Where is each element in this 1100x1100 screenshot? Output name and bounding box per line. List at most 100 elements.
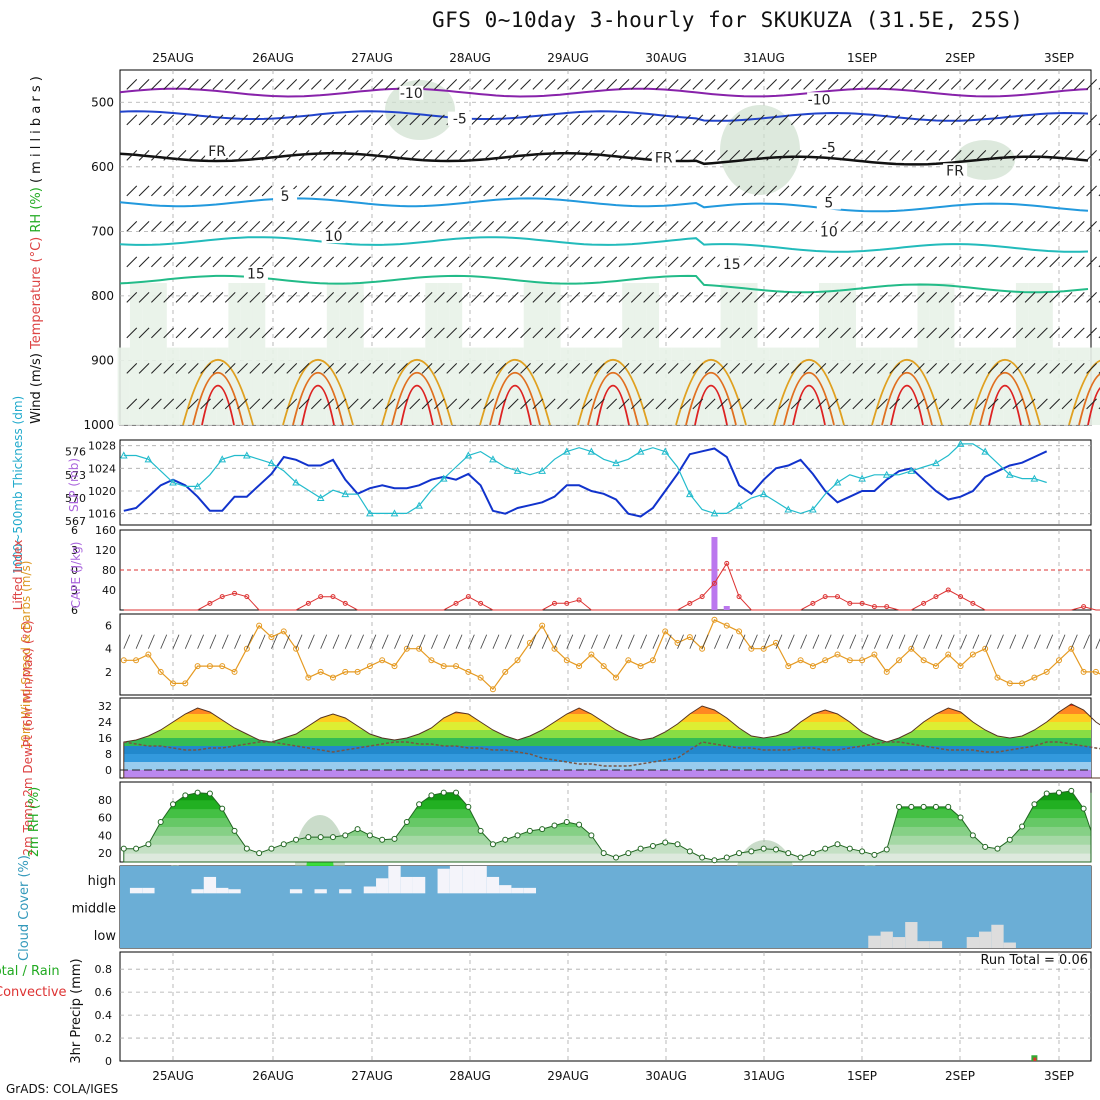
wind-barb (569, 398, 581, 410)
date-label-top-7: 1SEP (847, 51, 877, 65)
rh-marker (477, 827, 484, 834)
ua-warm-contour-9-0 (1068, 359, 1100, 426)
ua-warm-contour-4-0 (577, 359, 649, 426)
wind-barb (434, 221, 445, 232)
cloud-high-bar-20 (511, 887, 524, 894)
temp-band-8 (123, 706, 1091, 714)
wind-barb (200, 79, 211, 90)
wind-barb (667, 363, 679, 374)
wind-barb (1086, 256, 1097, 268)
wind-barb (655, 327, 667, 339)
wind-barb (741, 150, 753, 161)
wind-barb (446, 150, 458, 161)
wind-barb (704, 150, 716, 161)
wind-barb (151, 398, 162, 410)
rh-marker (539, 826, 546, 833)
wind-barb-10m (394, 634, 401, 649)
wind-barb (544, 256, 556, 268)
li-marker (933, 594, 939, 600)
thickness-marker (316, 493, 325, 501)
wind-speed-marker (157, 668, 164, 675)
wind-barb (384, 363, 396, 374)
li-marker (305, 600, 311, 606)
wind-barb (261, 327, 273, 339)
wind-barb (901, 221, 913, 232)
ua-warm-contour-6-1 (783, 372, 835, 426)
rh-marker (526, 827, 533, 834)
li-marker (342, 600, 348, 606)
ua-wind-barbs (126, 79, 1100, 410)
wind-barb (766, 114, 778, 126)
ua-warm-contour-2-0 (381, 359, 453, 426)
wind-barb (1024, 363, 1036, 374)
wind-barb (680, 150, 691, 161)
wind-barb (360, 150, 371, 161)
wind-barb (298, 398, 310, 410)
wind-barb (680, 398, 691, 410)
ua-rh-cell (129, 283, 143, 425)
wind-barb (237, 150, 248, 161)
wind-speed-marker (822, 657, 829, 664)
wind-barb-10m (258, 634, 266, 649)
wind-barb (717, 79, 728, 90)
wind-barb (606, 185, 618, 197)
wind-barb (618, 363, 630, 374)
precip-tick-1: 0.2 (95, 1032, 113, 1045)
wind-barb (840, 221, 851, 232)
wind-barb (950, 292, 962, 303)
wind-barb (323, 398, 335, 410)
wind-speed-marker (416, 645, 423, 652)
cloud-high-bar-0 (129, 887, 143, 894)
wind-barb (655, 363, 667, 374)
wind-barb (754, 150, 765, 161)
wind-barb-10m (467, 634, 475, 649)
cloud-high-bar-19 (499, 885, 512, 894)
ua-rh-cell (720, 283, 733, 425)
wind-barb (827, 114, 839, 126)
wind-barb (913, 185, 925, 197)
wind-barb (532, 256, 544, 268)
wind-barb (507, 398, 519, 410)
thickness-marker (169, 478, 177, 486)
rh-marker (317, 834, 324, 841)
wind-barb (1049, 150, 1061, 161)
cloud-high-bar-3 (203, 876, 217, 894)
wind-barb (618, 114, 630, 126)
wind-barb (594, 185, 605, 197)
wind-barb (766, 256, 778, 268)
li-marker (232, 590, 238, 596)
date-label-bottom-7: 1SEP (847, 1069, 877, 1083)
wind-barb (261, 150, 273, 161)
ua-ytick-1: 600 (91, 160, 114, 174)
wind-barb (729, 114, 741, 126)
ua-ylabel-text: Wind (m/s) Temperature (°C) RH (%) ( m i… (29, 76, 44, 424)
wind-barb (163, 221, 175, 232)
wind-barb (138, 79, 150, 90)
ua-contour-label-bg-2 (447, 111, 472, 126)
wind-barb (470, 114, 482, 126)
wind-barb (704, 398, 716, 410)
wind-barb (335, 114, 347, 126)
li-marker (219, 594, 225, 600)
wind-barb (212, 398, 224, 410)
wind-barb (581, 221, 593, 232)
slp-tick-3: 1028 (88, 440, 116, 453)
wind-barb (889, 150, 901, 161)
wind-barb (421, 79, 433, 90)
wind-barb (200, 292, 211, 303)
wind-barb (557, 185, 568, 197)
wind-barb (409, 114, 421, 126)
wind-barb (1061, 221, 1073, 232)
wind-barb (630, 292, 642, 303)
precip-tick-3: 0.6 (95, 986, 113, 999)
rh-marker (600, 850, 607, 857)
wind-barb (335, 150, 347, 161)
ua-rh-cell (117, 347, 130, 425)
wind-barb-10m (431, 634, 438, 649)
wind-barb (372, 114, 384, 126)
wind-barb (187, 150, 199, 161)
wind-speed-marker (514, 657, 521, 664)
wind-barb (790, 79, 802, 90)
rh-band-8 (123, 790, 1091, 792)
wind-barb (643, 292, 654, 303)
